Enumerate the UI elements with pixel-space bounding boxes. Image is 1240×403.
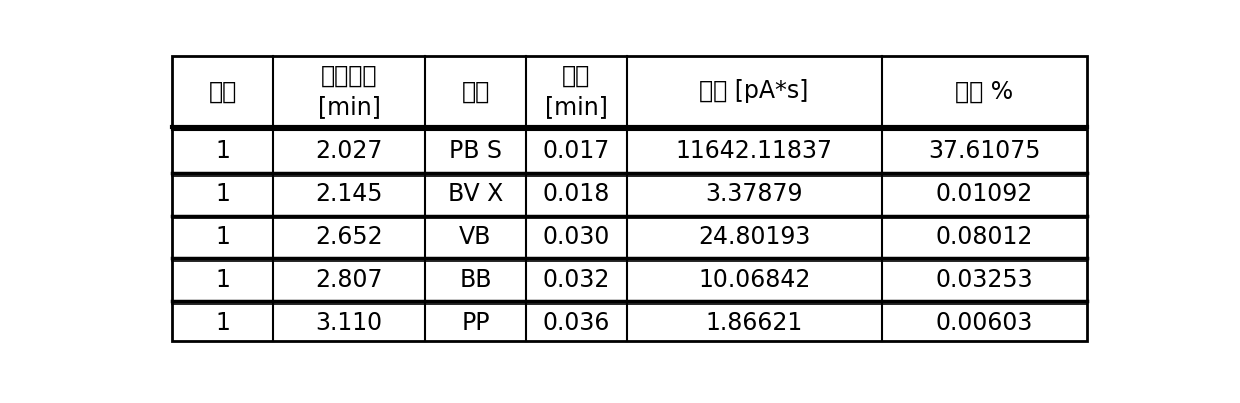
Text: 1: 1	[216, 268, 231, 292]
Text: 0.030: 0.030	[543, 225, 610, 249]
Text: VB: VB	[459, 225, 492, 249]
Text: 1.86621: 1.86621	[706, 311, 802, 334]
Text: 面积 %: 面积 %	[955, 79, 1013, 104]
Text: 2.027: 2.027	[315, 139, 383, 163]
Text: 0.018: 0.018	[543, 182, 610, 206]
Text: 0.032: 0.032	[543, 268, 610, 292]
Text: 保留时间
[min]: 保留时间 [min]	[317, 64, 381, 119]
Text: 峰宽
[min]: 峰宽 [min]	[544, 64, 608, 119]
Text: 1: 1	[216, 182, 231, 206]
Text: 面积 [pA*s]: 面积 [pA*s]	[699, 79, 808, 104]
Text: 2.652: 2.652	[315, 225, 383, 249]
Text: 2.145: 2.145	[315, 182, 383, 206]
Text: 1: 1	[216, 139, 231, 163]
Text: 信号: 信号	[208, 79, 237, 104]
Text: 0.036: 0.036	[543, 311, 610, 334]
Text: BV X: BV X	[448, 182, 503, 206]
Text: 10.06842: 10.06842	[698, 268, 811, 292]
Text: 1: 1	[216, 311, 231, 334]
Text: 11642.11837: 11642.11837	[676, 139, 833, 163]
Text: PP: PP	[461, 311, 490, 334]
Text: PB S: PB S	[449, 139, 502, 163]
Text: 0.00603: 0.00603	[936, 311, 1033, 334]
Text: 1: 1	[216, 225, 231, 249]
Text: 类型: 类型	[461, 79, 490, 104]
Text: 0.017: 0.017	[543, 139, 610, 163]
Text: 0.03253: 0.03253	[935, 268, 1033, 292]
Text: BB: BB	[459, 268, 492, 292]
Text: 2.807: 2.807	[315, 268, 383, 292]
Text: 0.01092: 0.01092	[936, 182, 1033, 206]
Text: 0.08012: 0.08012	[936, 225, 1033, 249]
Text: 24.80193: 24.80193	[698, 225, 811, 249]
Text: 37.61075: 37.61075	[928, 139, 1040, 163]
Text: 3.37879: 3.37879	[706, 182, 804, 206]
Text: 3.110: 3.110	[315, 311, 383, 334]
